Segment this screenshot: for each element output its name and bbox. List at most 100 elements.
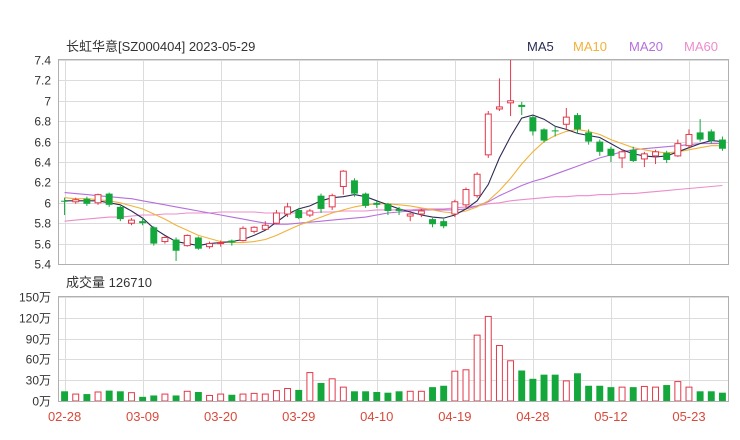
volume-bar [674,381,682,402]
candle-body-down [440,221,448,227]
candle-body-up [272,212,280,224]
candle-body-up [161,236,169,243]
volume-bar [362,391,370,401]
candle-body-down [228,240,236,243]
candle-body-down [295,209,303,219]
volume-bar [94,391,102,402]
candle [674,139,682,157]
price-tick-label: 7.4 [34,54,51,68]
volume-bar [406,390,414,402]
candle-body-up [239,227,247,242]
price-axis: 7.4 7.2 7 6.8 6.6 6.4 6.2 6 5.8 5.6 5.4 [34,54,51,272]
candle [462,187,470,208]
candle-body-down [172,239,180,251]
candle [495,78,503,111]
volume-bar [707,391,715,401]
candle [105,192,113,207]
candle [61,197,69,216]
legend-ma60: MA60 [684,39,718,54]
volume-bar [551,374,559,401]
price-tick-label: 5.4 [34,258,51,272]
candle-body-down [61,200,69,202]
candle-body-down [373,202,381,205]
volume-panel-frame [58,296,729,402]
candle-body-up [495,106,503,110]
candle [640,151,648,168]
date-tick-label: 03-09 [126,409,159,424]
volume-bar [663,385,671,401]
ma10-line [64,128,723,244]
candle [484,111,492,158]
candle-body-up [685,133,693,147]
candle-body-down [663,152,671,160]
volume-bar [317,382,325,401]
candle-body-up [640,153,648,160]
candle-body-up [618,151,626,159]
volume-tick-label: 120万 [19,312,51,326]
candle [417,208,425,218]
candle [116,205,124,222]
volume-bar [652,386,659,402]
volume-bar [629,387,637,401]
volume-grid [59,297,728,402]
candle [351,178,358,197]
chart-title: 长虹华意[SZ000404] 2023-05-29 [66,39,255,54]
candle-body-up [250,226,258,232]
candle [618,149,626,169]
price-tick-label: 5.6 [34,238,51,252]
candle [139,218,147,226]
candle [306,208,314,218]
candle-body-up [451,201,459,215]
date-tick-label: 03-20 [204,409,237,424]
candle-body-down [351,180,358,194]
candle [696,119,704,142]
date-tick-label: 05-12 [594,409,627,424]
candle-body-down [384,203,392,211]
candle [206,241,213,249]
candle-body-down [150,227,158,244]
volume-bar [172,395,180,401]
candle-body-down [139,221,147,224]
volume-bar [61,391,69,401]
candle [562,107,570,130]
candle [629,146,637,162]
date-tick-label: 04-10 [360,409,393,424]
volume-bar [139,396,147,401]
candle-body-up [484,113,492,156]
volume-tick-label: 0万 [32,395,51,409]
volume-bar [384,392,392,401]
volume-tick-label: 60万 [26,353,51,367]
candle-body-down [83,198,91,204]
candle-body-up [417,210,425,215]
volume-bar [161,393,169,402]
candle-body-down [585,132,593,142]
volume-tick-label: 150万 [19,291,51,305]
date-tick-label: 03-29 [282,409,315,424]
volume-bar [116,391,124,401]
candle [295,207,303,220]
candle [161,236,169,244]
candle-body-up [183,234,191,247]
price-panel-frame [58,59,729,265]
candle-body-up [562,116,570,125]
ma-legend: MA5 MA10 MA20 MA60 [527,39,718,54]
candle [652,149,659,165]
date-tick-label: 02-28 [48,409,81,424]
volume-bar [306,372,314,402]
candle [217,240,225,247]
candle [607,146,615,162]
volume-bar [440,385,448,401]
candlesticks [61,60,726,261]
volume-bar [72,393,80,402]
volume-bar [194,391,202,401]
volume-bar [473,334,481,402]
candle-body-down [529,117,537,132]
price-tick-label: 5.8 [34,217,51,231]
candle [685,129,693,148]
volume-bar [339,386,347,402]
candle [518,101,526,116]
candle [451,199,459,218]
legend-ma10: MA10 [573,39,607,54]
candle [362,192,370,208]
